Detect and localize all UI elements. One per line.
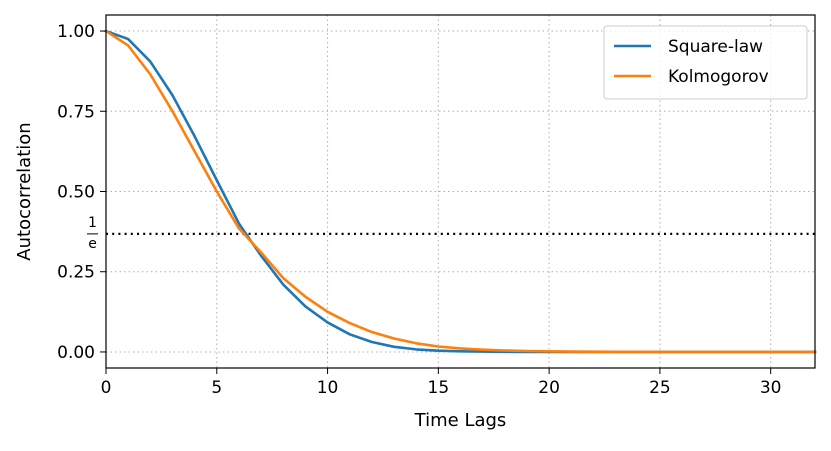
legend-label-square-law: Square-law — [668, 37, 763, 57]
x-tick-label-5: 5 — [211, 378, 222, 398]
series-line-kolmogorov — [104, 29, 817, 354]
y-tick-label-0.75: 0.75 — [57, 102, 95, 122]
x-tick-label-10: 10 — [317, 378, 339, 398]
legend: Square-law Kolmogorov — [603, 25, 808, 100]
legend-label-kolmogorov: Kolmogorov — [668, 67, 769, 87]
axis-ticks: 0 5 10 15 20 25 30 0.00 0.25 0.50 0.75 1.00 1 e — [57, 22, 781, 398]
legend-box — [603, 25, 808, 100]
y-tick-label-0: 0.00 — [57, 343, 95, 363]
x-axis-label: Time Lags — [414, 410, 507, 431]
x-tick-label-0: 0 — [101, 378, 112, 398]
y-tick-label-1: 1.00 — [57, 22, 95, 42]
x-tick-label-25: 25 — [649, 378, 671, 398]
x-tick-label-15: 15 — [428, 378, 450, 398]
reference-label-denominator: e — [88, 236, 97, 252]
y-axis-label: Autocorrelation — [14, 122, 35, 260]
x-tick-label-30: 30 — [760, 378, 782, 398]
reference-label-numerator: 1 — [88, 215, 97, 231]
series-group — [104, 29, 817, 354]
y-tick-label-0.25: 0.25 — [57, 263, 95, 283]
x-tick-label-20: 20 — [538, 378, 560, 398]
y-tick-label-0.5: 0.50 — [57, 183, 95, 203]
